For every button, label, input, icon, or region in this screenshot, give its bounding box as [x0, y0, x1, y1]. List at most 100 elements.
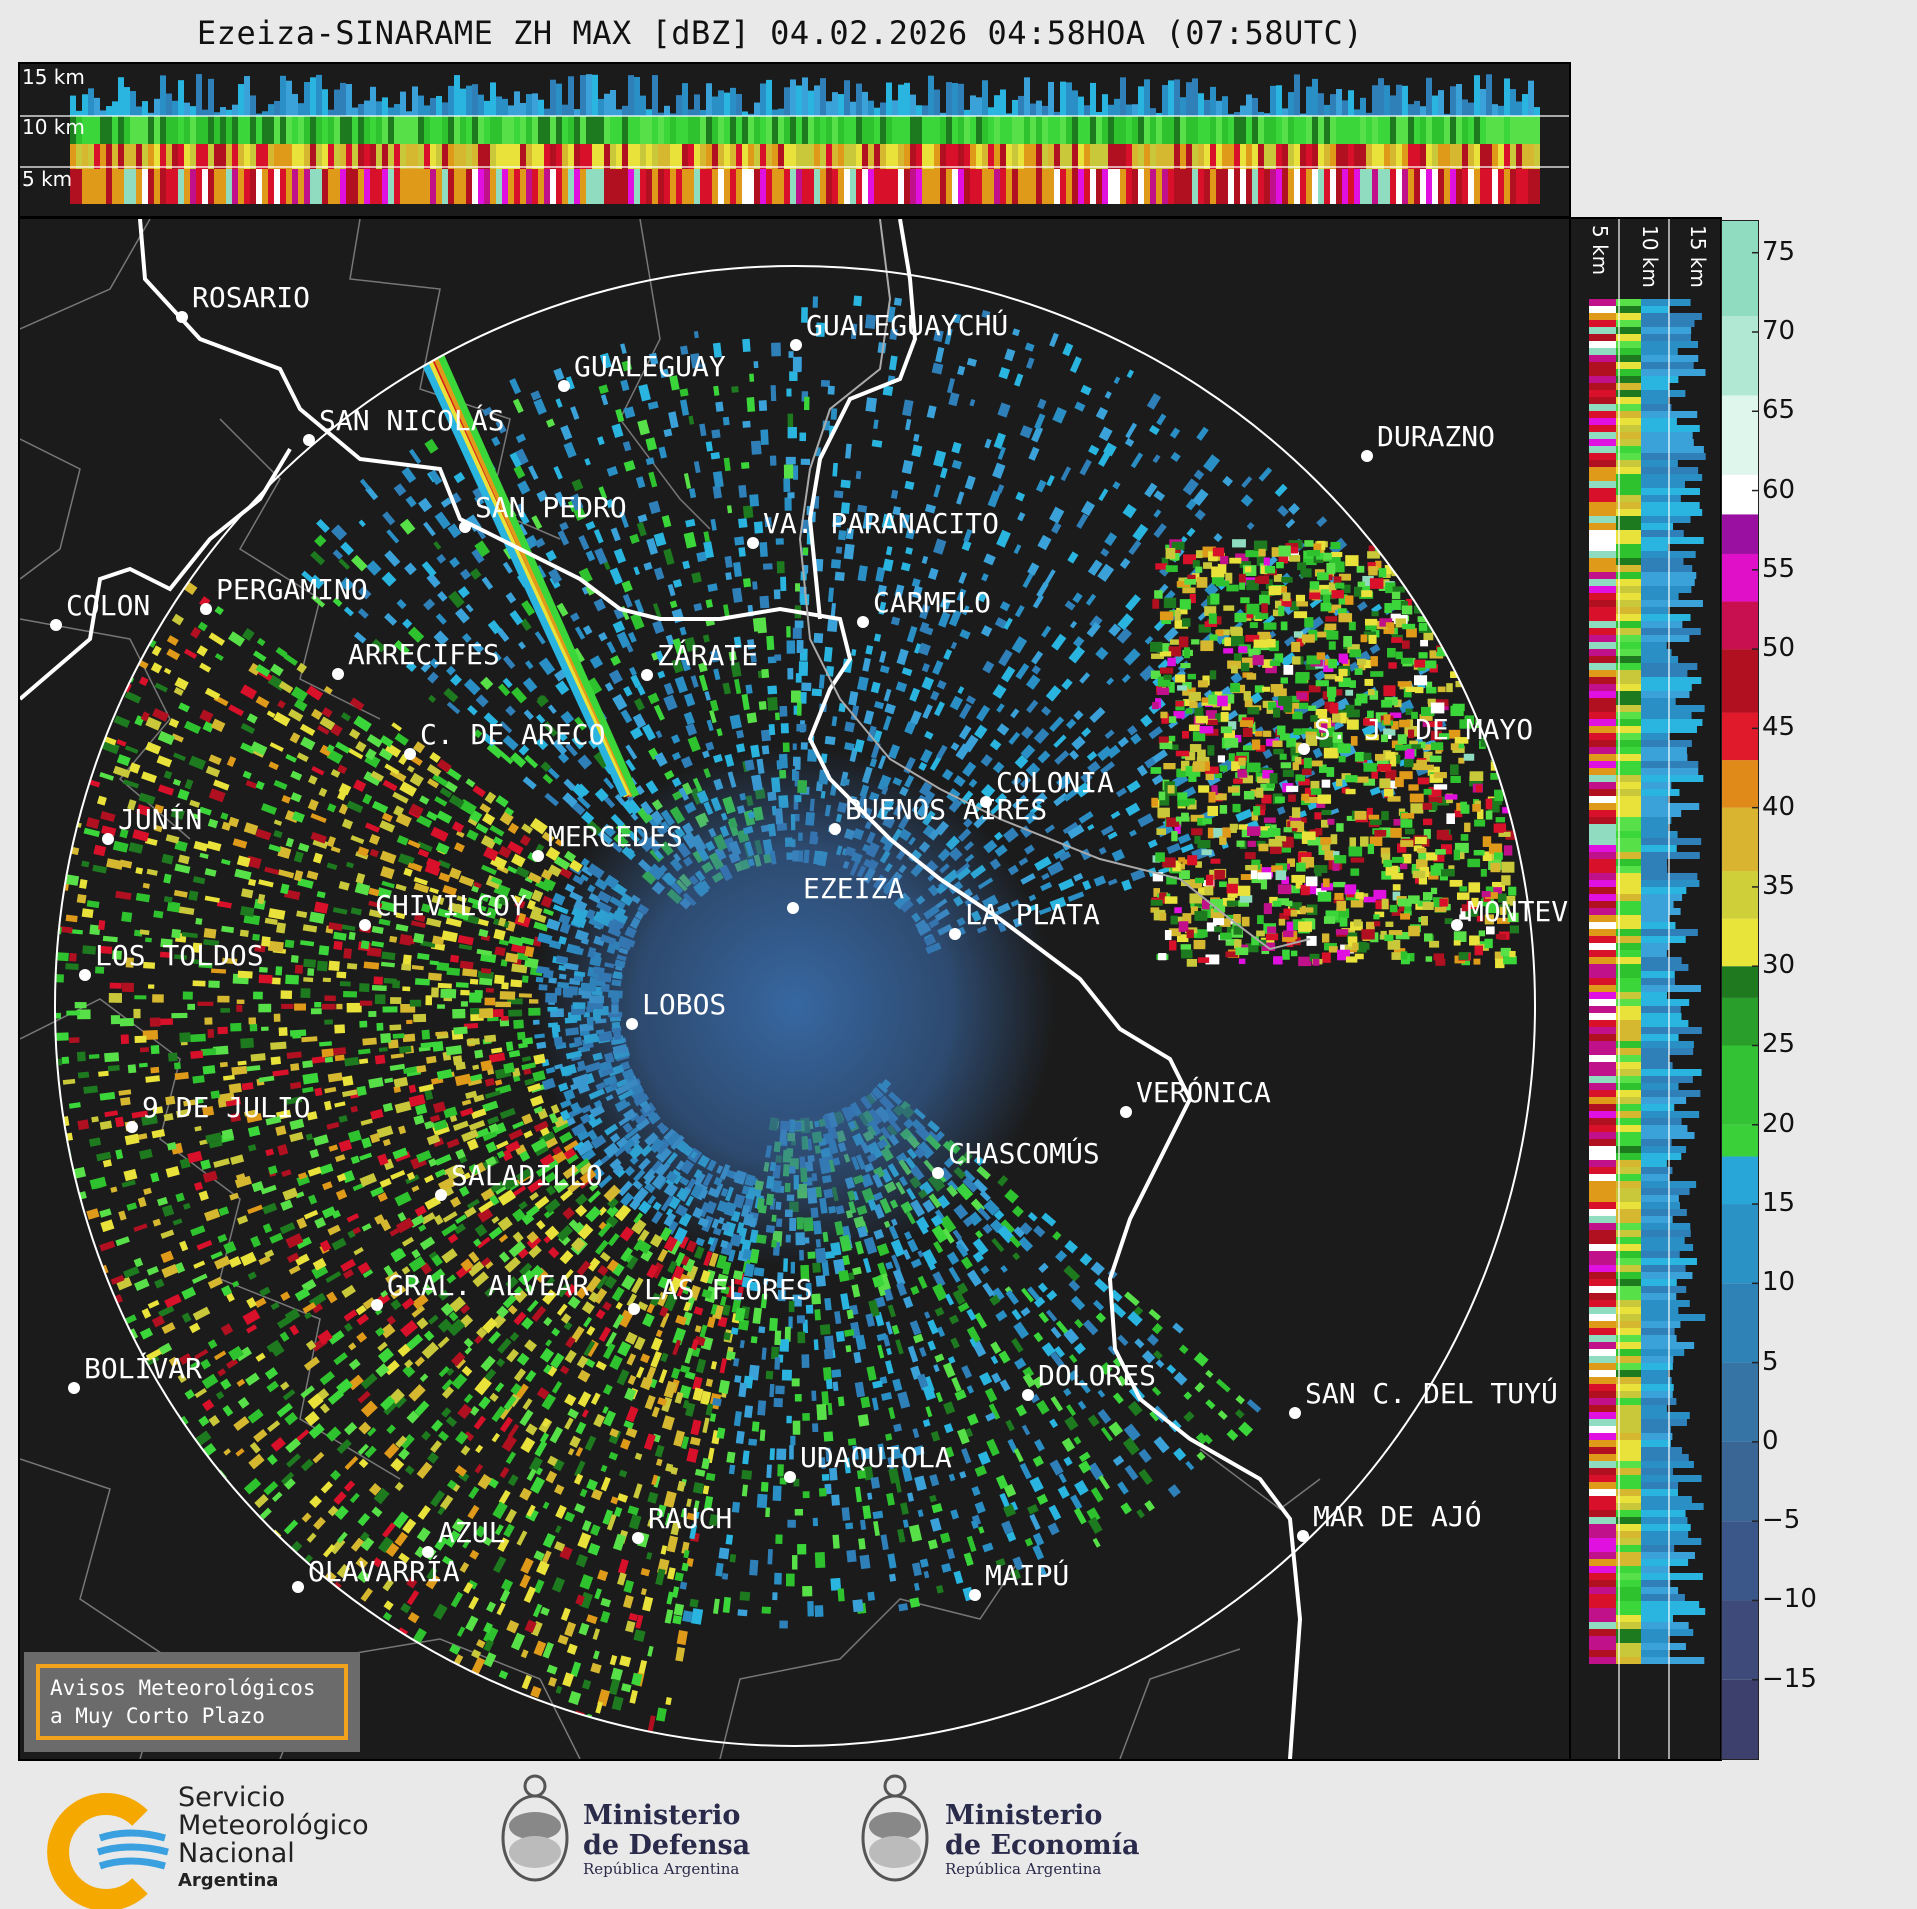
economia-line-3: República Argentina	[945, 1860, 1101, 1878]
city-marker[interactable]: CHASCOMÚS	[932, 1136, 1100, 1179]
city-dot-icon	[68, 1382, 80, 1394]
city-label: SALADILLO	[451, 1159, 603, 1192]
colorbar-tick-label: 50	[1762, 633, 1796, 664]
colorbar-tick-label: −5	[1762, 1505, 1801, 1536]
city-marker[interactable]: DOLORES	[1022, 1359, 1156, 1401]
city-dot-icon	[359, 919, 371, 931]
city-marker[interactable]: LOS TOLDOS	[79, 939, 264, 981]
city-marker[interactable]: COLONIA	[980, 766, 1114, 808]
city-marker[interactable]: ROSARIO	[176, 281, 310, 323]
city-dot-icon	[632, 1532, 644, 1544]
side-profile-canvas: 5 km 10 km 15 km	[1588, 219, 1710, 1759]
city-label: SAN NICOLÁS	[319, 403, 504, 437]
city-label: GUALEGUAY	[574, 350, 726, 383]
city-dot-icon	[422, 1546, 434, 1558]
city-label: ARRECIFES	[348, 638, 500, 671]
city-dot-icon	[292, 1581, 304, 1593]
city-marker[interactable]: CARMELO	[857, 586, 991, 628]
city-marker[interactable]: CHIVILCOY	[359, 889, 527, 931]
colorbar-tick-label: 45	[1762, 712, 1796, 743]
city-dot-icon	[784, 1471, 796, 1483]
city-marker[interactable]: JUNÍN	[102, 802, 202, 845]
alerts-notice[interactable]: Avisos Meteorológicos a Muy Corto Plazo	[24, 1652, 360, 1752]
city-marker[interactable]: DURAZNO	[1361, 420, 1495, 462]
city-marker[interactable]: BOLÍVAR	[68, 1351, 202, 1394]
city-label: MONTEVIDEO	[1467, 895, 1569, 928]
city-marker[interactable]: UDAQUIOLA	[784, 1441, 952, 1483]
city-dot-icon	[932, 1167, 944, 1179]
city-marker[interactable]: LOBOS	[626, 988, 726, 1030]
city-label: MERCEDES	[548, 820, 683, 853]
city-marker[interactable]: C. DE ARECO	[404, 718, 605, 760]
economia-line-1: Ministerio	[945, 1800, 1102, 1831]
city-label: COLONIA	[996, 766, 1114, 799]
city-marker[interactable]: MAR DE AJÓ	[1297, 1499, 1482, 1542]
city-marker[interactable]: ZÁRATE	[641, 638, 758, 681]
city-label: CHIVILCOY	[375, 889, 527, 922]
city-label: RAUCH	[648, 1502, 732, 1535]
city-dot-icon	[747, 537, 759, 549]
colorbar-tick-label: 0	[1762, 1425, 1779, 1456]
city-marker[interactable]: OLAVARRÍA	[292, 1554, 460, 1593]
colorbar-tick-label: −10	[1762, 1584, 1817, 1615]
city-label: DOLORES	[1038, 1359, 1156, 1392]
city-marker[interactable]: GUALEGUAY	[558, 350, 726, 392]
city-dot-icon	[1022, 1389, 1034, 1401]
city-dot-icon	[790, 339, 802, 351]
city-dot-icon	[404, 748, 416, 760]
economia-line-2: de Economía	[945, 1830, 1139, 1861]
city-dot-icon	[79, 969, 91, 981]
city-markers: ROSARIO GUALEGUAYCHÚ GUALEGUAY SAN NICOLÁS D…	[50, 281, 1569, 1601]
city-marker[interactable]: GUALEGUAYCHÚ	[790, 308, 1008, 351]
city-dot-icon	[949, 928, 961, 940]
radar-map-canvas: ROSARIO GUALEGUAYCHÚ GUALEGUAY SAN NICOLÁS D…	[20, 219, 1569, 1759]
city-marker[interactable]: MAIPÚ	[969, 1558, 1069, 1601]
city-label: ROSARIO	[192, 281, 310, 314]
colorbar-tick-label: 10	[1762, 1267, 1796, 1298]
smn-line-3: Nacional	[178, 1838, 295, 1869]
city-marker[interactable]: SAN C. DEL TUYÚ	[1289, 1376, 1558, 1419]
city-marker[interactable]: MONTEVIDEO	[1451, 895, 1569, 931]
radar-map[interactable]: ROSARIO GUALEGUAYCHÚ GUALEGUAY SAN NICOLÁS D…	[18, 217, 1571, 1761]
city-label: MAR DE AJÓ	[1313, 1499, 1482, 1533]
city-marker[interactable]: SAN NICOLÁS	[303, 403, 504, 446]
city-marker[interactable]: MERCEDES	[532, 820, 683, 862]
city-marker[interactable]: LA PLATA	[949, 898, 1100, 940]
city-dot-icon	[1298, 743, 1310, 755]
city-marker[interactable]: S. J. DE MAYO	[1298, 713, 1533, 755]
city-marker[interactable]: 9 DE JULIO	[126, 1091, 311, 1133]
city-marker[interactable]: PERGAMINO	[200, 573, 368, 615]
top-profile-canvas: 15 km 10 km 5 km	[20, 65, 1569, 204]
city-label: OLAVARRÍA	[308, 1554, 460, 1588]
city-dot-icon	[641, 669, 653, 681]
city-marker[interactable]: BUENOS AIRES	[829, 793, 1047, 835]
city-dot-icon	[532, 850, 544, 862]
city-marker[interactable]: COLON	[50, 589, 150, 631]
city-dot-icon	[200, 603, 212, 615]
defensa-line-1: Ministerio	[583, 1800, 740, 1831]
city-marker[interactable]: EZEIZA	[787, 872, 904, 914]
city-marker[interactable]: ARRECIFES	[332, 638, 500, 680]
city-label: UDAQUIOLA	[800, 1441, 952, 1474]
city-marker[interactable]: LAS FLORES	[628, 1273, 813, 1315]
city-label: LOS TOLDOS	[95, 939, 264, 972]
alt-label-15km: 15 km	[22, 65, 85, 89]
colorbar-tick-label: 35	[1762, 870, 1796, 901]
side-altitude-profile: 5 km 10 km 15 km	[1569, 217, 1722, 1761]
city-marker[interactable]: RAUCH	[632, 1502, 732, 1544]
colorbar-tick-label: 65	[1762, 395, 1796, 426]
city-dot-icon	[102, 833, 114, 845]
city-label: BUENOS AIRES	[845, 793, 1047, 826]
city-marker[interactable]: GRAL. ALVEAR	[371, 1269, 589, 1311]
city-marker[interactable]: SALADILLO	[435, 1159, 603, 1201]
colorbar-tick-label: 15	[1762, 1188, 1796, 1219]
colorbar-tick-label: 55	[1762, 553, 1796, 584]
colorbar-tick-label: 25	[1762, 1029, 1796, 1060]
city-marker[interactable]: SAN PEDRO	[459, 491, 627, 533]
city-marker[interactable]: AZUL	[422, 1516, 505, 1558]
city-dot-icon	[332, 668, 344, 680]
city-marker[interactable]: VERÓNICA	[1120, 1075, 1271, 1118]
smn-line-2: Meteorológico	[178, 1810, 369, 1841]
city-dot-icon	[857, 616, 869, 628]
city-marker[interactable]: VA. PARANACITO	[747, 507, 999, 549]
